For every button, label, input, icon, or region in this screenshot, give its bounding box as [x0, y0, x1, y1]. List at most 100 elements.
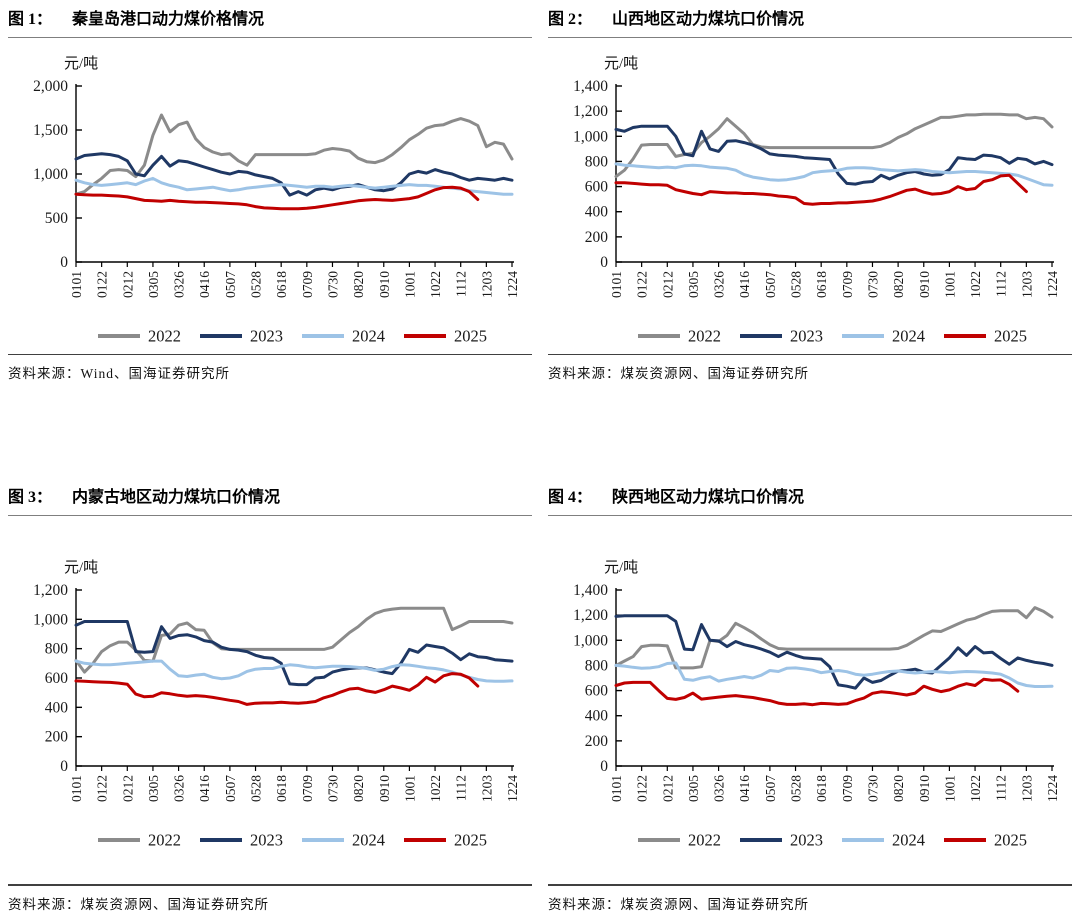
x-tick-label: 1224	[1045, 775, 1060, 802]
y-tick-label: 800	[585, 657, 609, 674]
source-text-3: 煤炭资源网、国海证券研究所	[80, 897, 269, 912]
figure-panel-4: 图 4： 陕西地区动力煤坑口价情况 元/吨 0 200 400 600 800 1,000…	[540, 478, 1080, 917]
x-tick-label: 0730	[325, 775, 340, 802]
x-tick-label: 0326	[172, 271, 187, 298]
source-note-4: 资料来源：煤炭资源网、国海证券研究所	[548, 884, 1072, 917]
series-line-2023	[614, 614, 1054, 690]
x-tick-label: 1203	[479, 271, 494, 298]
x-tick-label: 0820	[891, 271, 906, 298]
y-tick-label: 800	[45, 641, 69, 658]
source-text-1: Wind、国海证券研究所	[80, 366, 230, 381]
x-tick-label: 0101	[609, 271, 624, 298]
y-tick-label: 0	[600, 254, 608, 271]
line-chart-shaanxi-pit-coal-price: 0 200 400 600 800 1,000 1,200 1,400 0101 0122 0212…	[573, 582, 1060, 850]
x-tick-label: 0618	[814, 775, 829, 802]
x-tick-label: 0305	[146, 271, 161, 298]
x-tick-label: 1112	[994, 271, 1009, 297]
x-tick-label: 0305	[686, 271, 701, 298]
x-tick-label: 0709	[300, 271, 315, 298]
y-tick-label: 400	[585, 204, 609, 221]
y-tick-label: 1,200	[33, 582, 68, 599]
x-tick-label: 1022	[428, 271, 443, 298]
x-tick-label: 0122	[635, 775, 650, 802]
figure-4-title: 图 4： 陕西地区动力煤坑口价情况	[548, 478, 1072, 516]
x-tick-label: 0528	[789, 775, 804, 802]
y-axis-unit-4: 元/吨	[604, 560, 639, 576]
y-tick-label: 1,000	[33, 166, 68, 183]
x-tick-label: 0507	[763, 271, 778, 298]
x-tick-label: 1001	[402, 271, 417, 298]
x-tick-label: 0820	[891, 775, 906, 802]
x-axis: 0101 0122 0212 0305 0326 0416 0507 0528 0618 0709…	[69, 261, 520, 298]
x-tick-label: 1224	[505, 271, 520, 298]
legend-label-2023: 2023	[790, 831, 823, 850]
x-tick-label: 0730	[325, 271, 340, 298]
y-axis: 0 200 400 600 800 1,000 1,200	[33, 582, 82, 775]
x-tick-label: 0416	[737, 271, 752, 298]
x-tick-label: 1203	[1019, 271, 1034, 298]
y-tick-label: 200	[585, 229, 609, 246]
series-line-2024	[614, 162, 1054, 187]
x-tick-label: 0709	[300, 775, 315, 802]
x-tick-label: 1001	[402, 775, 417, 802]
x-tick-label: 0820	[351, 271, 366, 298]
x-tick-label: 0122	[95, 775, 110, 802]
figure-2-title: 图 2： 山西地区动力煤坑口价情况	[548, 0, 1072, 38]
source-prefix-4: 资料来源：	[548, 897, 621, 912]
x-tick-label: 1022	[428, 775, 443, 802]
x-tick-label: 0528	[789, 271, 804, 298]
x-tick-label: 1112	[454, 271, 469, 297]
series-line-2025	[614, 677, 1020, 707]
legend-label-2022: 2022	[688, 831, 721, 850]
figure-3-name: 内蒙古地区动力煤坑口价情况	[72, 489, 281, 506]
x-tick-label: 0709	[840, 271, 855, 298]
source-prefix-3: 资料来源：	[8, 897, 81, 912]
x-tick-label: 0730	[865, 775, 880, 802]
series-line-2023	[614, 124, 1054, 186]
legend: 2022 2023 2024 2025	[638, 831, 1027, 850]
x-tick-label: 0507	[763, 775, 778, 802]
y-tick-label: 400	[45, 699, 69, 716]
y-tick-label: 0	[60, 758, 68, 775]
x-tick-label: 1112	[454, 775, 469, 801]
legend-label-2022: 2022	[148, 831, 181, 850]
source-text-4: 煤炭资源网、国海证券研究所	[620, 897, 809, 912]
figure-1-name: 秦皇岛港口动力煤价格情况	[72, 11, 265, 28]
x-tick-label: 0305	[146, 775, 161, 802]
x-tick-label: 0122	[635, 271, 650, 298]
y-tick-label: 500	[45, 210, 69, 227]
x-tick-label: 0122	[95, 271, 110, 298]
y-axis: 0 200 400 600 800 1,000 1,200 1,400	[573, 582, 622, 775]
x-tick-label: 0212	[120, 775, 135, 802]
figure-4-label: 图 4：	[548, 489, 593, 506]
source-note-2: 资料来源：煤炭资源网、国海证券研究所	[548, 354, 1072, 386]
figure-3-label: 图 3：	[8, 489, 53, 506]
x-tick-label: 1203	[1019, 775, 1034, 802]
legend: 2022 2023 2024 2025	[638, 327, 1027, 346]
chart-area-4: 元/吨 0 200 400 600 800 1,000 1,200 1,400 0101 0122…	[548, 542, 1072, 854]
series-line-2025	[614, 173, 1028, 206]
legend-label-2022: 2022	[148, 327, 181, 346]
x-tick-label: 0507	[223, 775, 238, 802]
y-tick-label: 800	[585, 153, 609, 170]
y-tick-label: 1,400	[573, 582, 608, 599]
x-tick-label: 0326	[172, 775, 187, 802]
y-tick-label: 0	[600, 758, 608, 775]
source-text-2: 煤炭资源网、国海证券研究所	[620, 366, 809, 381]
legend-label-2023: 2023	[250, 831, 283, 850]
x-tick-label: 1203	[479, 775, 494, 802]
x-axis: 0101 0122 0212 0305 0326 0416 0507 0528 0618 0709…	[609, 765, 1060, 802]
y-tick-label: 1,000	[33, 611, 68, 628]
figure-panel-2: 图 2： 山西地区动力煤坑口价情况 元/吨 0 200 400 600 800 1,000…	[540, 0, 1080, 470]
y-tick-label: 1,200	[573, 103, 608, 120]
legend-label-2025: 2025	[454, 327, 487, 346]
y-tick-label: 1,000	[573, 128, 608, 145]
series-line-2025	[74, 672, 480, 706]
x-tick-label: 1112	[994, 775, 1009, 801]
legend-label-2022: 2022	[688, 327, 721, 346]
legend: 2022 2023 2024 2025	[98, 831, 487, 850]
series-line-2024	[74, 659, 514, 683]
legend-label-2024: 2024	[892, 327, 925, 346]
